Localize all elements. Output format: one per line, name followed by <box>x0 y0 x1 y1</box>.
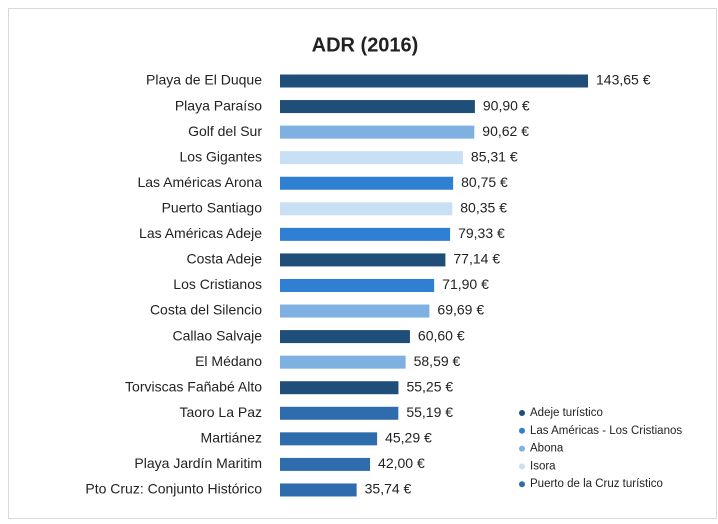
value-label: 60,60 € <box>418 327 465 343</box>
value-label: 90,62 € <box>482 123 529 139</box>
category-label: Torviscas Fañabé Alto <box>125 378 262 394</box>
value-label: 45,29 € <box>385 430 432 446</box>
legend-label: Isora <box>530 460 556 472</box>
bar <box>280 457 371 471</box>
value-label: 71,90 € <box>442 276 489 292</box>
value-label: 79,33 € <box>458 225 505 241</box>
legend-label: Adeje turístico <box>530 407 603 419</box>
legend-label: Abona <box>530 443 564 455</box>
category-label: Las Américas Arona <box>137 174 262 190</box>
value-label: 55,19 € <box>406 404 453 420</box>
value-label: 80,35 € <box>460 200 507 216</box>
category-label: Puerto Santiago <box>162 200 263 216</box>
value-label: 90,90 € <box>483 97 530 113</box>
bar <box>280 202 453 216</box>
bar <box>280 227 451 241</box>
legend-marker <box>519 445 525 452</box>
category-label: Playa de El Duque <box>146 72 262 88</box>
category-label: Callao Salvaje <box>173 327 263 343</box>
category-label: Pto Cruz: Conjunto Histórico <box>85 481 262 497</box>
category-label: Golf del Sur <box>188 123 262 139</box>
category-label: Los Gigantes <box>180 148 263 164</box>
category-label: Martiánez <box>201 430 262 446</box>
bar <box>280 125 475 139</box>
value-label: 77,14 € <box>453 251 500 267</box>
category-label: Playa Paraíso <box>175 97 262 113</box>
bar <box>280 381 399 395</box>
legend-marker <box>519 427 525 434</box>
bar <box>280 330 410 344</box>
category-label: Las Américas Adeje <box>139 225 262 241</box>
category-label: Taoro La Paz <box>180 404 263 420</box>
category-label: Costa del Silencio <box>150 302 262 318</box>
legend-marker <box>519 410 525 416</box>
value-label: 35,74 € <box>365 481 412 497</box>
bar <box>280 74 588 88</box>
bar <box>280 432 378 446</box>
value-label: 85,31 € <box>471 148 518 164</box>
category-label: Playa Jardín Maritim <box>134 455 262 471</box>
bar <box>280 176 454 190</box>
category-label: Los Cristianos <box>173 276 262 292</box>
bar <box>280 278 435 292</box>
chart-title: ADR (2016) <box>312 34 419 56</box>
bar <box>280 406 399 420</box>
bar <box>280 151 463 165</box>
legend-label: Puerto de la Cruz turístico <box>530 478 663 490</box>
legend-marker <box>519 463 525 470</box>
bar <box>280 253 446 267</box>
bar <box>280 304 430 318</box>
value-label: 42,00 € <box>378 455 425 471</box>
value-label: 143,65 € <box>596 72 651 88</box>
legend-label: Las Américas - Los Cristianos <box>530 425 682 437</box>
bar <box>280 483 357 497</box>
bar <box>280 100 475 114</box>
value-label: 58,59 € <box>414 353 461 369</box>
bar <box>280 355 406 369</box>
category-label: Costa Adeje <box>187 251 263 267</box>
value-label: 80,75 € <box>461 174 508 190</box>
category-label: El Médano <box>195 353 262 369</box>
legend-marker <box>519 481 525 488</box>
value-label: 55,25 € <box>406 378 453 394</box>
value-label: 69,69 € <box>437 302 484 318</box>
